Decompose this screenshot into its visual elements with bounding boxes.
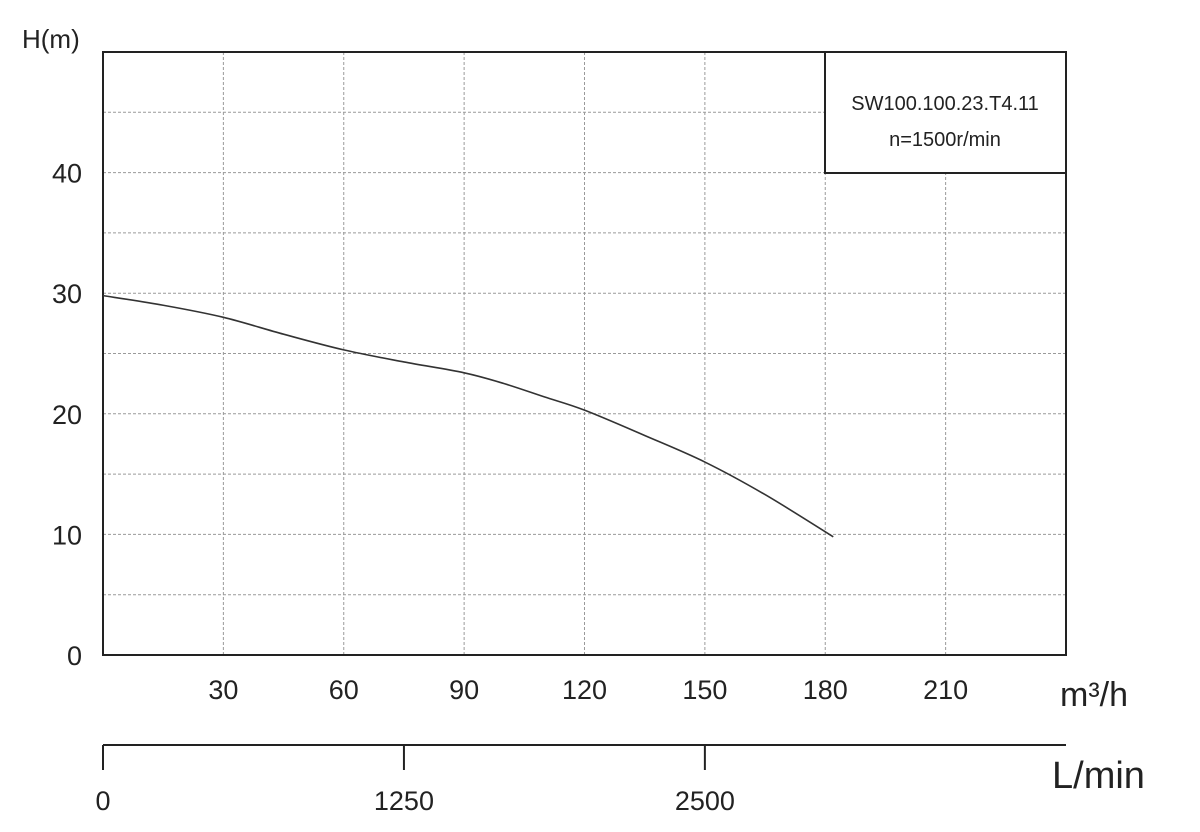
- legend-box: SW100.100.23.T4.11 n=1500r/min: [824, 51, 1067, 174]
- x-tick-label: 180: [803, 675, 848, 705]
- y-tick-label: 10: [52, 520, 82, 550]
- y-tick-labels: 0 10 20 30 40: [52, 159, 82, 671]
- x-tick-label: 90: [449, 675, 479, 705]
- secondary-tick-label: 0: [95, 786, 110, 816]
- secondary-ticks: 0 1250 2500: [95, 745, 735, 816]
- y-tick-label: 20: [52, 400, 82, 430]
- x-tick-label: 120: [562, 675, 607, 705]
- legend-model-label: SW100.100.23.T4.11: [851, 93, 1039, 115]
- y-tick-label: 40: [52, 159, 82, 189]
- plot-frame: [102, 51, 1067, 656]
- y-axis-label: H(m): [22, 24, 80, 54]
- x-tick-label: 210: [923, 675, 968, 705]
- series-layer: [102, 294, 834, 538]
- x-tick-labels: 30 60 90 120 150 180 210: [208, 675, 968, 705]
- x-tick-label: 150: [682, 675, 727, 705]
- legend-speed-label: n=1500r/min: [889, 129, 1001, 151]
- y-tick-label: 30: [52, 279, 82, 309]
- secondary-tick-label: 2500: [675, 786, 735, 816]
- secondary-x-axis: 0 1250 2500 L/min: [95, 744, 1145, 816]
- legend-frame: [824, 51, 1067, 174]
- head-curve-line: [102, 294, 834, 538]
- secondary-x-axis-label: L/min: [1052, 755, 1145, 797]
- x-tick-label: 60: [329, 675, 359, 705]
- x-tick-label: 30: [208, 675, 238, 705]
- secondary-tick-label: 1250: [374, 786, 434, 816]
- y-tick-label: 0: [67, 641, 82, 671]
- x-axis-label: m³/h: [1060, 676, 1128, 714]
